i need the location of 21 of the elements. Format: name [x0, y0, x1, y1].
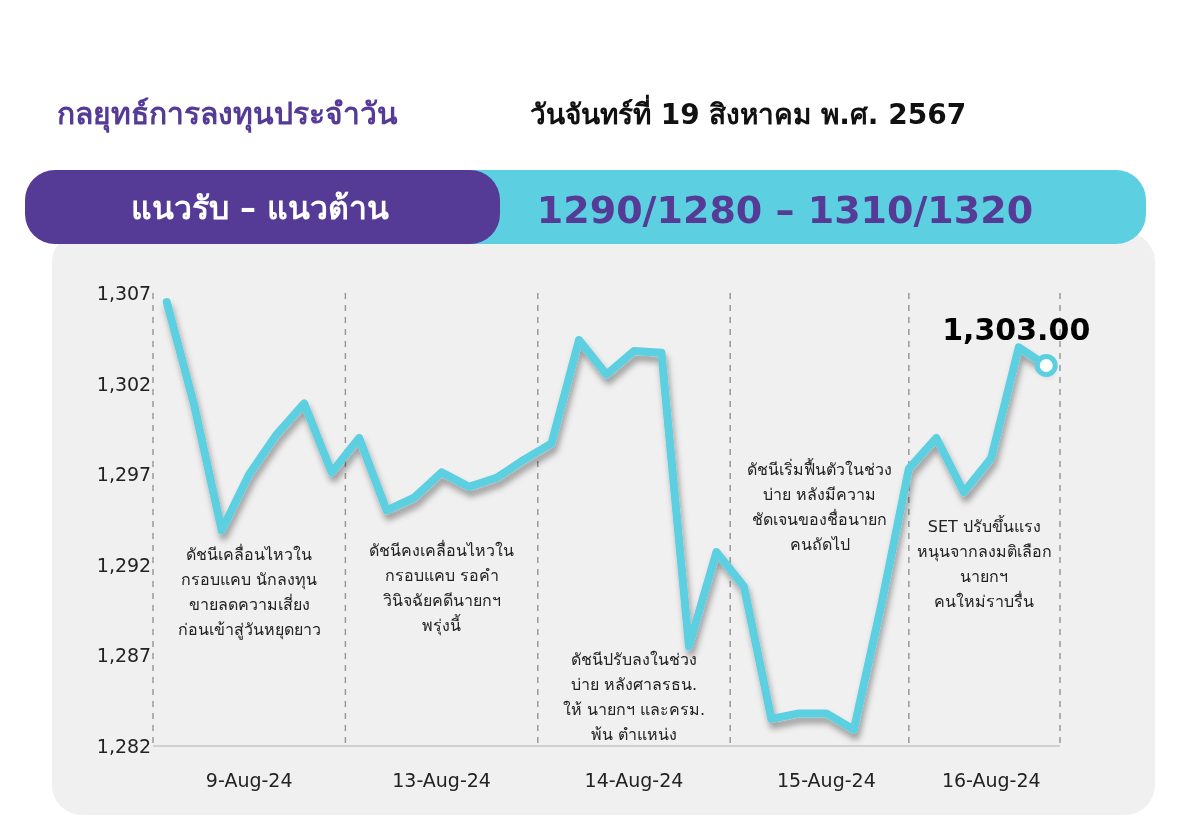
- annotation: ดัชนีปรับลงในช่วง บ่าย หลังศาลรธน. ให้ นายกฯ และครม. พ้น ตำแหน่ง: [562, 650, 706, 744]
- x-tick-label: 9-Aug-24: [205, 769, 293, 791]
- y-tick-label: 1,282: [96, 735, 152, 757]
- chart-subtitle: วันจันทร์ที่ 19 สิงหาคม พ.ศ. 2567: [530, 94, 967, 131]
- x-tick-label: 14-Aug-24: [584, 769, 684, 791]
- y-tick-label: 1,287: [96, 644, 152, 667]
- x-tick-label: 13-Aug-24: [392, 769, 491, 791]
- y-tick-label: 1,297: [96, 463, 152, 486]
- annotation: ดัชนีเริ่มฟื้นตัวในช่วง บ่าย หลังมีความ ชัดเจนของชื่อนายก คนถัดไป: [747, 458, 893, 554]
- y-tick-label: 1,292: [96, 553, 152, 576]
- annotation: ดัชนีเคลื่อนไหวใน กรอบแคบ นักลงทุน ขายลดความเสี่ยง ก่อนเข้าสู่วันหยุดยาว: [177, 543, 321, 640]
- annotation: SET ปรับขึ้นแรง หนุนจากลงมติเลือก นายกฯ คนใหม่ราบรื่น: [916, 515, 1052, 611]
- x-tick-label: 16-Aug-24: [941, 769, 1041, 791]
- data-label: 1,303.00: [942, 312, 1091, 348]
- chart-title: กลยุทธ์การลงทุนประจำวัน: [57, 96, 398, 133]
- annotation: ดัชนีคงเคลื่อนไหวใน กรอบแคบ รอคำ วินิจฉัยคดีนายกฯ พรุ่งนี้: [369, 539, 515, 636]
- text: แนวรับ – แนวต้าน: [130, 189, 390, 227]
- y-tick-label: 1,302: [96, 372, 152, 395]
- x-tick-label: 15-Aug-24: [777, 769, 876, 791]
- y-tick-label: 1,307: [96, 282, 152, 304]
- text: 1290/1280 – 1310/1320: [536, 188, 1034, 232]
